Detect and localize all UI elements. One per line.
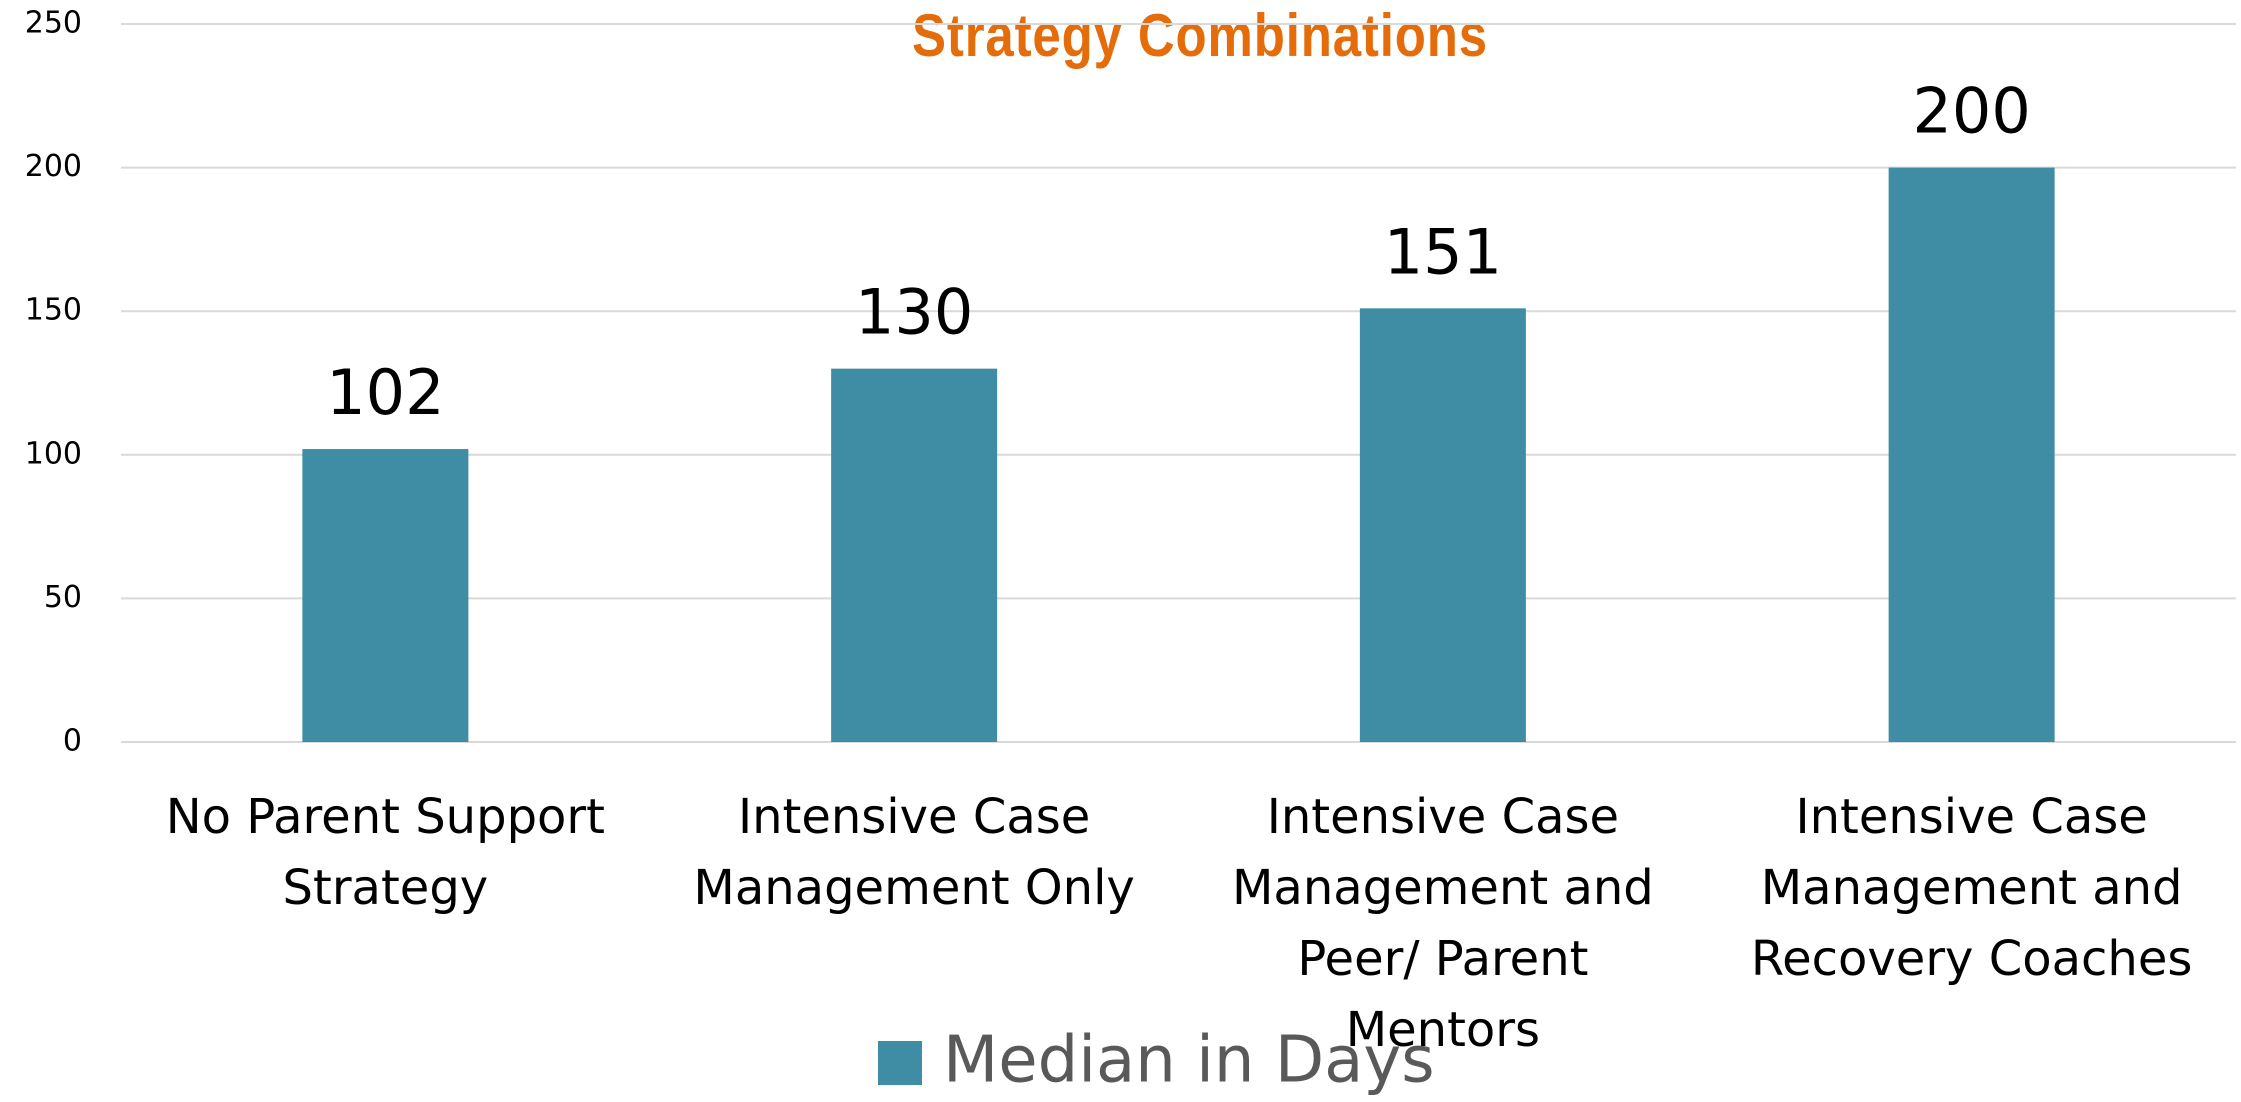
chart-title: Strategy Combinations [912,2,1488,69]
data-label: 200 [1912,75,2030,148]
data-label: 151 [1384,215,1502,288]
y-tick-label: 150 [25,293,82,328]
y-tick-label: 200 [25,149,82,184]
bar [831,368,998,742]
legend-label: Median in Days [943,1024,1435,1098]
x-tick-label: Intensive Case Management and Recovery Coa… [1751,789,2192,987]
legend-swatch [878,1041,922,1085]
y-tick-label: 0 [63,724,82,759]
y-tick-label: 250 [25,6,82,41]
y-tick-label: 50 [44,580,82,615]
x-tick-label: Intensive Case Management Only [693,789,1134,916]
data-label: 130 [855,276,973,349]
x-tick-label: No Parent Support Strategy [166,789,605,916]
data-label: 102 [326,356,444,429]
x-tick-label: Intensive Case Management and Peer/ Parent… [1232,789,1654,1058]
bar [1888,167,2055,743]
bar [302,449,469,742]
y-tick-label: 100 [25,436,82,471]
bar [1359,308,1526,742]
